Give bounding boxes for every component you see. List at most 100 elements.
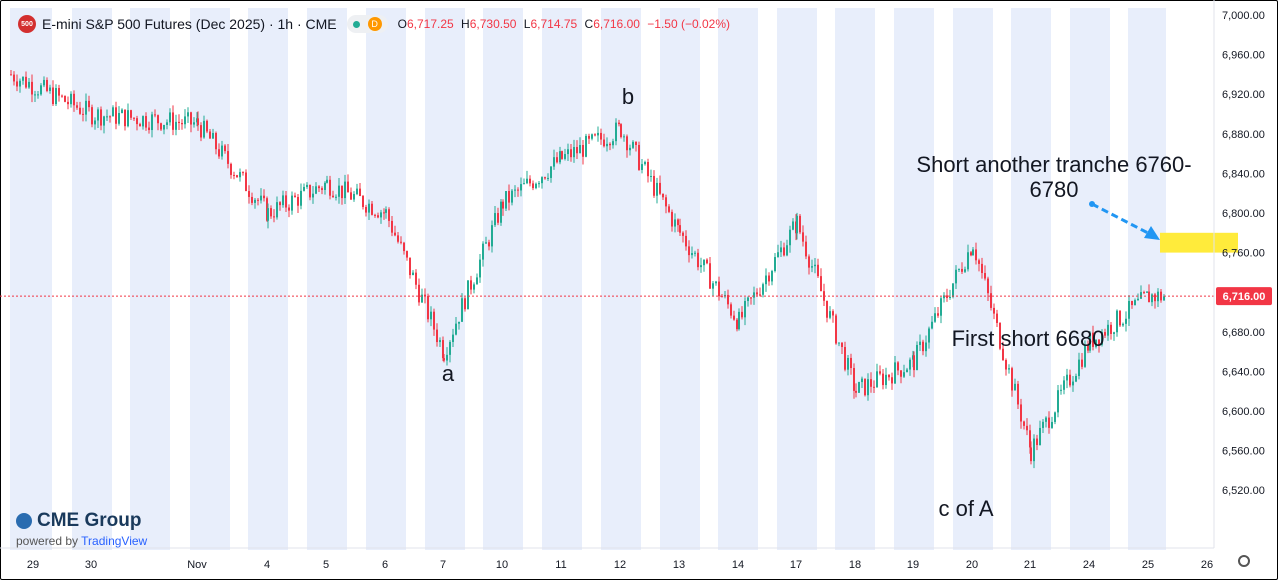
high-key: H xyxy=(461,17,470,31)
time-tick-label: 7 xyxy=(440,559,446,571)
candle-body xyxy=(76,105,78,108)
candle-body xyxy=(236,175,238,178)
candle-body xyxy=(371,203,373,215)
annotation-label: Short another tranche 6760- xyxy=(916,152,1191,177)
candle-body xyxy=(467,280,469,310)
branding[interactable]: CME Group powered by TradingView xyxy=(16,510,147,548)
candle-body xyxy=(715,281,717,284)
open-key: O xyxy=(397,17,407,31)
candle-body xyxy=(906,369,908,373)
candle-body xyxy=(659,182,661,194)
candle-body xyxy=(362,195,364,207)
candle-body xyxy=(91,107,93,125)
session-band xyxy=(72,8,112,550)
candle-body xyxy=(882,373,884,386)
candle-body xyxy=(900,370,902,377)
candle-body xyxy=(682,232,684,236)
platform-name: TradingView xyxy=(81,534,148,548)
candle-body xyxy=(591,134,593,139)
candle-body xyxy=(561,151,563,159)
session-band xyxy=(483,8,523,550)
session-band xyxy=(601,8,641,550)
candle-body xyxy=(365,206,367,213)
candle-body xyxy=(175,121,177,130)
price-tick-label: 6,840.00 xyxy=(1222,168,1265,180)
candle-body xyxy=(526,178,528,184)
last-price-label: 6,716.00 xyxy=(1223,291,1266,303)
annotation-arrow xyxy=(1089,201,1160,240)
ohlc-values: O6,717.25 H6,730.50 L6,714.75 C6,716.00 … xyxy=(398,17,734,31)
candle-body xyxy=(644,161,646,165)
candle-body xyxy=(288,207,290,211)
candle-body xyxy=(931,321,933,329)
candle-body xyxy=(765,275,767,285)
candle-body xyxy=(424,294,426,297)
candle-body xyxy=(94,120,96,125)
candle-body xyxy=(34,94,36,96)
candle-body xyxy=(1023,421,1025,426)
time-tick-label: 14 xyxy=(732,559,744,571)
candle-body xyxy=(136,118,138,125)
session-band xyxy=(1128,8,1166,550)
candle-body xyxy=(864,378,866,396)
candle-body xyxy=(677,219,679,226)
candle-body xyxy=(1146,291,1148,293)
candle-body xyxy=(853,368,855,391)
candle-body xyxy=(538,183,540,185)
close-key: C xyxy=(584,17,594,31)
candle-body xyxy=(1014,383,1016,391)
candle-body xyxy=(949,296,951,298)
candle-body xyxy=(154,114,156,116)
annotation-label: 6780 xyxy=(1030,177,1079,202)
candle-body xyxy=(10,74,12,76)
close-value: 6,716.00 xyxy=(593,17,640,31)
target-zone xyxy=(1160,232,1238,253)
candle-body xyxy=(443,358,445,361)
session-band xyxy=(10,8,52,550)
candle-body xyxy=(799,215,801,233)
symbol-title[interactable]: E-mini S&P 500 Futures (Dec 2025) · 1h ·… xyxy=(42,16,337,32)
time-tick-label: 26 xyxy=(1201,559,1213,571)
candle-body xyxy=(485,242,487,244)
candle-body xyxy=(230,163,232,175)
candle-body xyxy=(585,135,587,157)
candle-body xyxy=(100,109,102,126)
candle-body xyxy=(662,193,664,198)
candle-body xyxy=(121,109,123,114)
candle-body xyxy=(873,386,875,388)
candle-body xyxy=(547,177,549,179)
candle-body xyxy=(753,292,755,298)
candle-body xyxy=(206,120,208,132)
candle-body xyxy=(200,125,202,138)
candle-body xyxy=(203,120,205,138)
candle-body xyxy=(436,329,438,343)
candle-body xyxy=(267,208,269,221)
candle-body xyxy=(1002,348,1004,360)
candle-body xyxy=(85,100,87,115)
candle-body xyxy=(1072,381,1074,386)
candle-body xyxy=(913,355,915,371)
candle-body xyxy=(1011,368,1013,391)
candle-body xyxy=(718,281,720,297)
candle-body xyxy=(789,229,791,246)
market-status[interactable]: D xyxy=(346,15,388,33)
candle-body xyxy=(406,251,408,258)
candle-body xyxy=(730,304,732,316)
price-tick-label: 6,520.00 xyxy=(1222,485,1265,497)
candle-body xyxy=(832,311,834,316)
candle-body xyxy=(691,253,693,256)
candle-body xyxy=(294,195,296,198)
candle-body xyxy=(224,145,226,152)
powered-by: powered by xyxy=(16,534,79,548)
candle-body xyxy=(368,203,370,213)
candle-body xyxy=(529,178,531,184)
candle-body xyxy=(567,149,569,155)
candle-body xyxy=(133,117,135,119)
candle-body xyxy=(67,101,69,105)
candle-body xyxy=(1033,438,1035,462)
time-tick-label: 12 xyxy=(614,559,626,571)
candle-body xyxy=(576,147,578,154)
settings-gear-icon[interactable] xyxy=(1238,555,1250,567)
candle-body xyxy=(494,213,496,226)
